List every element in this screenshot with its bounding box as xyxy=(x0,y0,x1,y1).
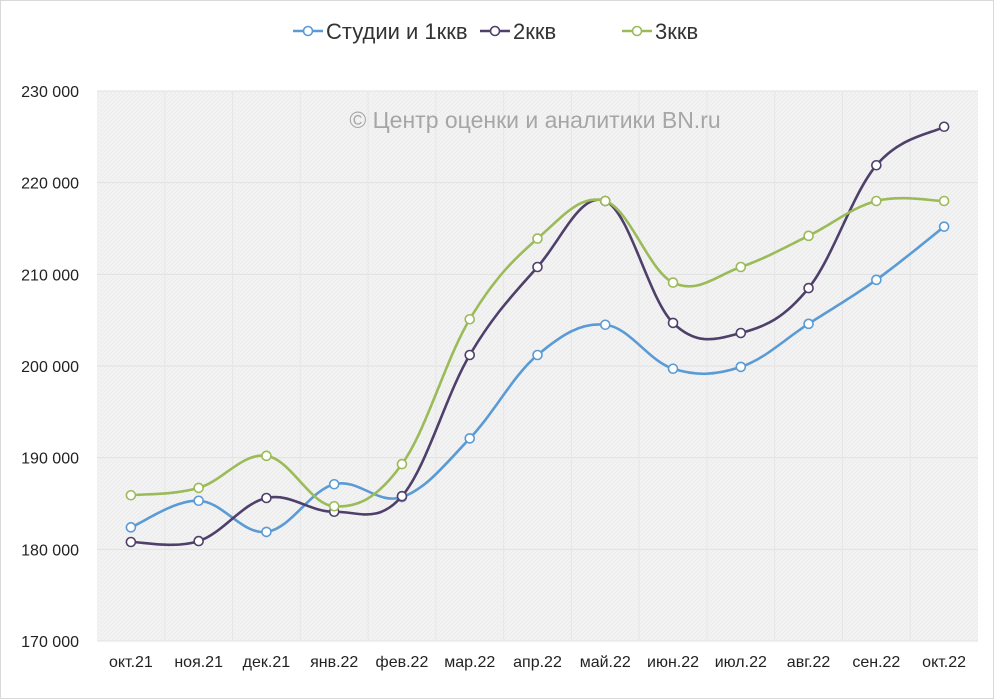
x-tick-label: дек.21 xyxy=(243,654,291,671)
data-point xyxy=(735,327,747,339)
data-point xyxy=(193,535,204,547)
data-point xyxy=(261,450,272,462)
data-point xyxy=(938,221,950,232)
y-tick-label: 180 000 xyxy=(21,542,79,559)
x-tick-label: янв.22 xyxy=(310,654,358,671)
y-tick-label: 190 000 xyxy=(21,451,79,468)
data-point xyxy=(261,492,272,504)
y-tick-label: 200 000 xyxy=(21,359,79,376)
data-point xyxy=(396,458,408,470)
y-tick-label: 170 000 xyxy=(21,634,79,651)
data-point xyxy=(667,363,679,375)
data-point xyxy=(261,526,272,538)
data-point xyxy=(871,274,882,286)
legend-label: 3ккв xyxy=(655,19,698,44)
x-tick-label: июн.22 xyxy=(647,654,699,671)
y-tick-label: 210 000 xyxy=(21,267,79,284)
data-point xyxy=(125,522,137,533)
data-point xyxy=(396,490,408,502)
data-point xyxy=(532,349,543,361)
data-point xyxy=(667,317,679,329)
data-point xyxy=(599,319,611,331)
x-tick-label: ноя.21 xyxy=(174,654,223,671)
x-tick-label: авг.22 xyxy=(787,654,831,671)
data-point xyxy=(464,433,476,444)
y-tick-label: 220 000 xyxy=(21,176,79,193)
x-tick-label: окт.22 xyxy=(922,654,966,671)
data-point xyxy=(125,489,137,501)
legend-label: 2ккв xyxy=(513,19,556,44)
data-point xyxy=(871,195,882,207)
data-point xyxy=(803,230,814,242)
data-point xyxy=(464,349,476,361)
legend-marker-icon xyxy=(302,25,314,37)
series-2 xyxy=(125,121,950,548)
data-point xyxy=(328,478,340,490)
legend-marker-icon xyxy=(489,25,501,37)
data-point xyxy=(938,195,950,207)
x-tick-label: фев.22 xyxy=(376,654,429,671)
x-tick-label: сен.22 xyxy=(852,654,900,671)
data-point xyxy=(599,195,611,207)
data-point xyxy=(735,261,747,273)
watermark: © Центр оценки и аналитики BN.ru xyxy=(349,107,720,133)
x-tick-label: мар.22 xyxy=(444,654,495,671)
x-tick-label: апр.22 xyxy=(513,654,562,671)
legend-marker-icon xyxy=(631,25,643,37)
data-point xyxy=(464,313,476,325)
data-point xyxy=(667,277,679,288)
series-3 xyxy=(125,195,950,512)
data-point xyxy=(803,282,814,294)
legend-label: Студии и 1ккв xyxy=(326,19,468,44)
x-tick-label: окт.21 xyxy=(109,654,153,671)
data-point xyxy=(193,495,204,507)
data-point xyxy=(328,500,340,512)
data-point xyxy=(871,159,882,171)
data-point xyxy=(532,233,543,244)
data-point xyxy=(803,318,814,330)
legend-item: 2ккв xyxy=(480,19,556,44)
x-tick-label: июл.22 xyxy=(715,654,767,671)
legend-item: 3ккв xyxy=(622,19,698,44)
data-point xyxy=(735,361,747,373)
data-point xyxy=(938,121,950,133)
data-point xyxy=(125,536,137,548)
y-tick-label: 230 000 xyxy=(21,84,79,101)
x-tick-label: май.22 xyxy=(580,654,631,671)
data-point xyxy=(193,482,204,494)
data-point xyxy=(532,261,543,273)
legend-item: Студии и 1ккв xyxy=(293,19,468,44)
